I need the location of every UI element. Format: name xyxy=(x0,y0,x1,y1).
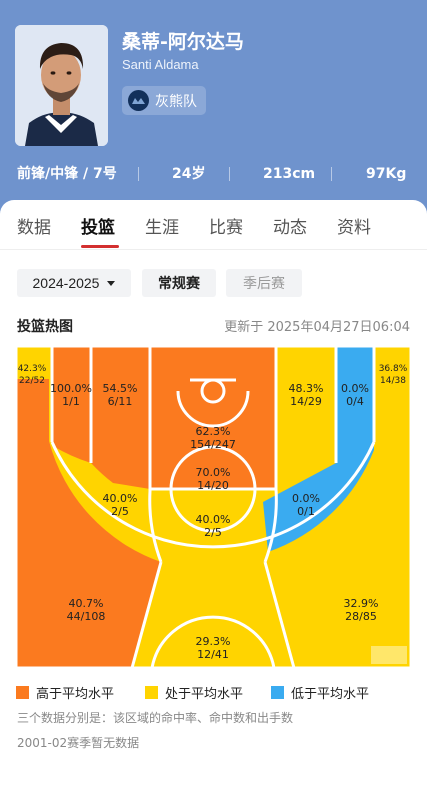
legend-above: 高于平均水平 xyxy=(16,683,114,702)
tab-profile[interactable]: 资料 xyxy=(337,218,371,238)
team-badge[interactable]: 灰熊队 xyxy=(122,86,206,115)
legend-swatch-average xyxy=(145,686,158,699)
zone-label-right-paint-pct: 48.3% xyxy=(289,382,324,395)
tab-data[interactable]: 数据 xyxy=(17,218,51,238)
zone-label-paint-count: 14/20 xyxy=(197,479,229,492)
zone-paint xyxy=(150,346,276,489)
player-header: 桑蒂-阿尔达马 Santi Aldama 灰熊队 前锋/中锋 / 7号 24岁 … xyxy=(0,0,427,215)
legend-below: 低于平均水平 xyxy=(271,683,369,702)
legend-swatch-above xyxy=(16,686,29,699)
player-name-en: Santi Aldama xyxy=(122,57,199,72)
zone-label-right-wing-3-pct: 32.9% xyxy=(344,597,379,610)
playoff-button[interactable]: 季后赛 xyxy=(226,269,302,297)
legend-below-label: 低于平均水平 xyxy=(291,687,370,702)
divider xyxy=(229,167,230,181)
zone-left-corner-3 xyxy=(16,346,49,379)
zone-label-right-corner-3-count: 14/38 xyxy=(380,376,406,386)
zone-label-right-corner-3-pct: 36.8% xyxy=(379,364,408,374)
zone-label-left-paint-count: 6/11 xyxy=(108,395,133,408)
zone-label-left-corner-3-pct: 42.3% xyxy=(18,364,47,374)
team-name: 灰熊队 xyxy=(155,93,197,110)
zone-label-top-3-pct: 29.3% xyxy=(196,635,231,648)
shot-chart: 42.3% 22/52 100.0% 1/1 54.5% 6/11 62.3% … xyxy=(16,346,411,668)
zone-label-paint-pct: 70.0% xyxy=(196,466,231,479)
divider xyxy=(331,167,332,181)
active-tab-indicator xyxy=(81,245,119,248)
zone-label-top-key-pct: 40.0% xyxy=(196,513,231,526)
player-height: 213cm xyxy=(263,166,316,182)
zone-label-right-elbow-count: 0/1 xyxy=(297,505,315,518)
zone-right-elbow-mid xyxy=(263,446,374,552)
tab-bar: 数据 投篮 生涯 比赛 动态 资料 xyxy=(0,200,427,250)
season-select[interactable]: 2024-2025 xyxy=(17,269,131,297)
zone-left-paint-side xyxy=(91,346,150,489)
zone-label-restricted-pct: 62.3% xyxy=(196,425,231,438)
zone-label-top-key-count: 2/5 xyxy=(204,526,222,539)
zone-label-left-wing-3-pct: 40.7% xyxy=(69,597,104,610)
player-age: 24岁 xyxy=(172,166,206,182)
player-avatar xyxy=(15,25,108,146)
zone-label-left-baseline-count: 1/1 xyxy=(62,395,80,408)
tab-career[interactable]: 生涯 xyxy=(145,218,179,238)
zone-label-top-3-count: 12/41 xyxy=(197,648,229,661)
zone-label-right-baseline-pct: 0.0% xyxy=(341,382,369,395)
player-photo-icon xyxy=(15,25,108,146)
zone-left-wing-3 xyxy=(16,379,161,668)
chart-legend: 高于平均水平 处于平均水平 低于平均水平 xyxy=(16,683,411,702)
zone-left-baseline-mid xyxy=(53,346,91,463)
zone-label-left-paint-pct: 54.5% xyxy=(103,382,138,395)
zone-label-left-elbow-count: 2/5 xyxy=(111,505,129,518)
legend-above-label: 高于平均水平 xyxy=(36,687,115,702)
tab-news[interactable]: 动态 xyxy=(273,218,307,238)
legend-swatch-below xyxy=(271,686,284,699)
season-label: 2024-2025 xyxy=(32,275,100,291)
zone-label-left-elbow-pct: 40.0% xyxy=(103,492,138,505)
legend-average-label: 处于平均水平 xyxy=(165,687,244,702)
zone-label-left-corner-3-count: 22/52 xyxy=(19,376,45,386)
regular-season-button[interactable]: 常规赛 xyxy=(142,269,216,297)
player-weight: 97Kg xyxy=(366,166,407,182)
legend-average: 处于平均水平 xyxy=(145,683,243,702)
zone-label-right-baseline-count: 0/4 xyxy=(346,395,364,408)
zone-label-left-wing-3-count: 44/108 xyxy=(67,610,106,623)
zone-label-right-paint-count: 14/29 xyxy=(290,395,322,408)
watermark xyxy=(371,646,407,664)
chart-explanation: 三个数据分别是：该区域的命中率、命中数和出手数 xyxy=(17,711,294,725)
no-data-note: 2001-02赛季暂无数据 xyxy=(17,736,140,750)
zone-label-right-wing-3-count: 28/85 xyxy=(345,610,377,623)
tab-shooting[interactable]: 投篮 xyxy=(81,218,115,238)
zone-right-baseline-mid xyxy=(336,346,374,463)
grizzlies-logo-icon xyxy=(128,90,149,111)
player-stats-row: 前锋/中锋 / 7号 24岁 213cm 97Kg xyxy=(0,160,427,188)
player-name-cn: 桑蒂-阿尔达马 xyxy=(122,31,244,53)
zone-label-right-elbow-pct: 0.0% xyxy=(292,492,320,505)
chart-title: 投篮热图 xyxy=(17,319,73,335)
tab-games[interactable]: 比赛 xyxy=(209,218,243,238)
divider xyxy=(138,167,139,181)
update-time: 更新于 2025年04月27日06:04 xyxy=(224,320,410,335)
zone-label-left-baseline-pct: 100.0% xyxy=(50,382,92,395)
zone-label-restricted-count: 154/247 xyxy=(190,438,236,451)
chevron-down-icon xyxy=(107,280,116,286)
player-position: 前锋/中锋 / 7号 xyxy=(17,166,117,182)
